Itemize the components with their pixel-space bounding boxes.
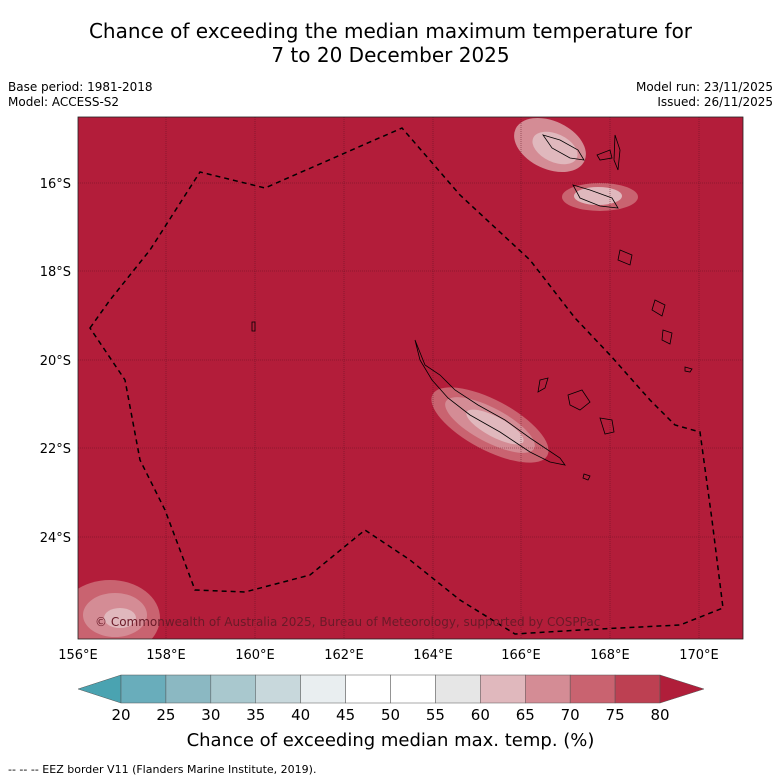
map-panel: © Commonwealth of Australia 2025, Bureau… — [78, 117, 743, 639]
colorbar-tick-45: 45 — [336, 706, 355, 724]
colorbar-segment-40_45 — [300, 674, 346, 704]
island-coast-9 — [651, 299, 666, 317]
island-coast-2 — [567, 389, 591, 411]
model-name: Model: ACCESS-S2 — [8, 95, 120, 109]
model-info: Base period: 1981-2018 Model: ACCESS-S2 — [8, 80, 153, 110]
footer-legend: -- -- -- EEZ border V11 (Flanders Marine… — [8, 763, 317, 776]
lat-label-22: 22°S — [40, 442, 71, 457]
colorbar-segment-65_70 — [525, 674, 571, 704]
colorbar-tick-80: 80 — [650, 706, 669, 724]
lon-label-170: 170°E — [679, 648, 719, 663]
island-coast-5 — [596, 149, 613, 161]
colorbar-extend-high — [659, 674, 705, 704]
new-caledonia-coast — [414, 339, 566, 466]
copyright-text: © Commonwealth of Australia 2025, Bureau… — [95, 615, 600, 629]
colorbar-segment-60_65 — [480, 674, 526, 704]
lat-label-18: 18°S — [40, 265, 71, 280]
colorbar-segment-30_35 — [210, 674, 256, 704]
island-coast-11 — [684, 366, 693, 373]
colorbar-tick-40: 40 — [291, 706, 310, 724]
longitude-labels: 156°E 158°E 160°E 162°E 164°E 166°E 168°… — [58, 648, 719, 663]
lon-label-158: 158°E — [146, 648, 186, 663]
lat-label-24: 24°S — [40, 531, 71, 546]
island-coast-1 — [537, 377, 549, 393]
colorbar-tick-60: 60 — [471, 706, 490, 724]
colorbar-tick-20: 20 — [111, 706, 130, 724]
model-run: Model run: 23/11/2025 — [635, 80, 773, 94]
colorbar-segment-70_75 — [569, 674, 616, 704]
colorbar-tick-70: 70 — [561, 706, 580, 724]
island-coast-8 — [617, 249, 633, 266]
colorbar: 20 25 30 35 40 45 50 55 60 65 70 75 80 — [77, 674, 705, 724]
colorbar-title: Chance of exceeding median max. temp. (%… — [186, 730, 595, 751]
latitude-labels: 16°S 18°S 20°S 22°S 24°S — [40, 177, 71, 546]
colorbar-segment-75_80 — [614, 674, 661, 704]
run-info: Model run: 23/11/2025 Issued: 26/11/2025 — [636, 80, 773, 110]
title-line-2: 7 to 20 December 2025 — [271, 43, 510, 67]
colorbar-segment-25_30 — [165, 674, 212, 704]
chart-title: Chance of exceeding the median maximum t… — [0, 19, 781, 67]
island-coast-13 — [251, 321, 256, 332]
colorbar-segment-45_50 — [345, 674, 391, 704]
colorbar-extend-low — [77, 674, 122, 704]
map-frame — [77, 116, 744, 640]
lon-label-166: 166°E — [501, 648, 541, 663]
colorbar-tick-55: 55 — [426, 706, 445, 724]
lon-label-160: 160°E — [235, 648, 275, 663]
colorbar-tick-30: 30 — [201, 706, 220, 724]
island-coast-7 — [572, 184, 619, 209]
lat-label-16: 16°S — [40, 177, 71, 192]
lon-label-164: 164°E — [413, 648, 453, 663]
lon-label-156: 156°E — [58, 648, 98, 663]
island-coast-3 — [599, 417, 615, 435]
colorbar-segment-50_55 — [390, 674, 436, 704]
colorbar-tick-25: 25 — [156, 706, 175, 724]
shade-sw-60 — [104, 608, 136, 628]
base-period: Base period: 1981-2018 — [8, 80, 153, 94]
island-coast-12 — [582, 473, 591, 481]
colorbar-tick-65: 65 — [516, 706, 535, 724]
issued-date: Issued: 26/11/2025 — [657, 95, 773, 109]
colorbar-segment-35_40 — [255, 674, 301, 704]
lon-label-168: 168°E — [590, 648, 630, 663]
colorbar-segment-20_25 — [120, 674, 167, 704]
colorbar-tick-50: 50 — [381, 706, 400, 724]
colorbar-tick-75: 75 — [606, 706, 625, 724]
colorbar-tick-35: 35 — [246, 706, 265, 724]
gridlines — [78, 117, 743, 639]
lat-label-20: 20°S — [40, 354, 71, 369]
colorbar-tick-labels: 20 25 30 35 40 45 50 55 60 65 70 75 80 — [111, 706, 669, 724]
lon-label-162: 162°E — [324, 648, 364, 663]
island-coast-6 — [613, 134, 621, 171]
island-coast-4 — [542, 134, 585, 161]
colorbar-segments — [120, 674, 661, 704]
shade-nc-60 — [466, 409, 524, 445]
title-line-1: Chance of exceeding the median maximum t… — [88, 19, 693, 43]
colorbar-segment-55_60 — [435, 674, 481, 704]
coastlines — [251, 134, 693, 481]
island-coast-10 — [661, 329, 673, 345]
